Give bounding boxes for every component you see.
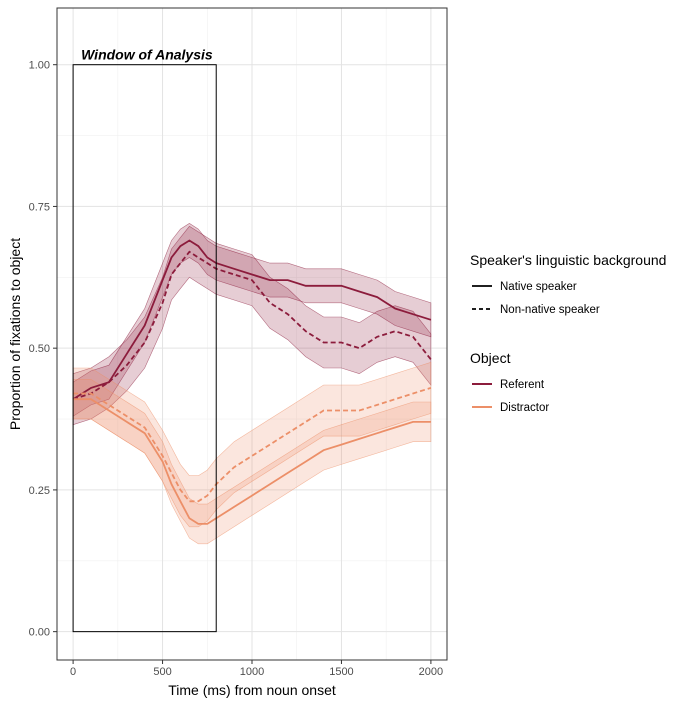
series-line-1 — [72, 239, 432, 400]
x-tick-label: 2000 — [419, 666, 443, 678]
series-line-4 — [73, 387, 432, 503]
legend-label-object: Referent — [500, 379, 545, 391]
ci-band-4 — [72, 361, 432, 528]
legend-label-linetype: Non-native speaker — [500, 304, 600, 316]
legend-label-object: Distractor — [500, 402, 549, 414]
y-axis-title: Proportion of fixations to object — [7, 238, 23, 430]
legend-title-object: Object — [470, 350, 511, 366]
legend: Speaker's linguistic background Object N… — [470, 252, 666, 414]
x-axis-title: Time (ms) from noun onset — [168, 682, 336, 698]
ci-band-3 — [72, 379, 432, 545]
y-tick-label: 0.75 — [29, 201, 50, 213]
legend-title-speaker: Speaker's linguistic background — [470, 252, 666, 268]
y-tick-label: 0.00 — [29, 627, 50, 639]
legend-label-linetype: Native speaker — [500, 281, 577, 293]
series-lines — [72, 239, 432, 525]
x-tick-label: 0 — [70, 666, 76, 678]
y-tick-label: 0.25 — [29, 485, 50, 497]
x-tick-label: 1500 — [329, 666, 353, 678]
window-of-analysis: Window of Analysis — [72, 47, 217, 633]
y-tick-label: 1.00 — [29, 60, 50, 72]
series-line-2 — [72, 250, 432, 401]
y-tick-label: 0.50 — [29, 343, 50, 355]
window-of-analysis-box — [72, 64, 217, 633]
axis-ticks: 0 500 1000 1500 2000 0.00 0.25 0.50 0.75 1.00 — [29, 60, 444, 678]
x-tick-label: 500 — [153, 666, 171, 678]
window-of-analysis-label: Window of Analysis — [81, 47, 213, 63]
series-line-3 — [73, 398, 431, 525]
x-tick-label: 1000 — [240, 666, 264, 678]
